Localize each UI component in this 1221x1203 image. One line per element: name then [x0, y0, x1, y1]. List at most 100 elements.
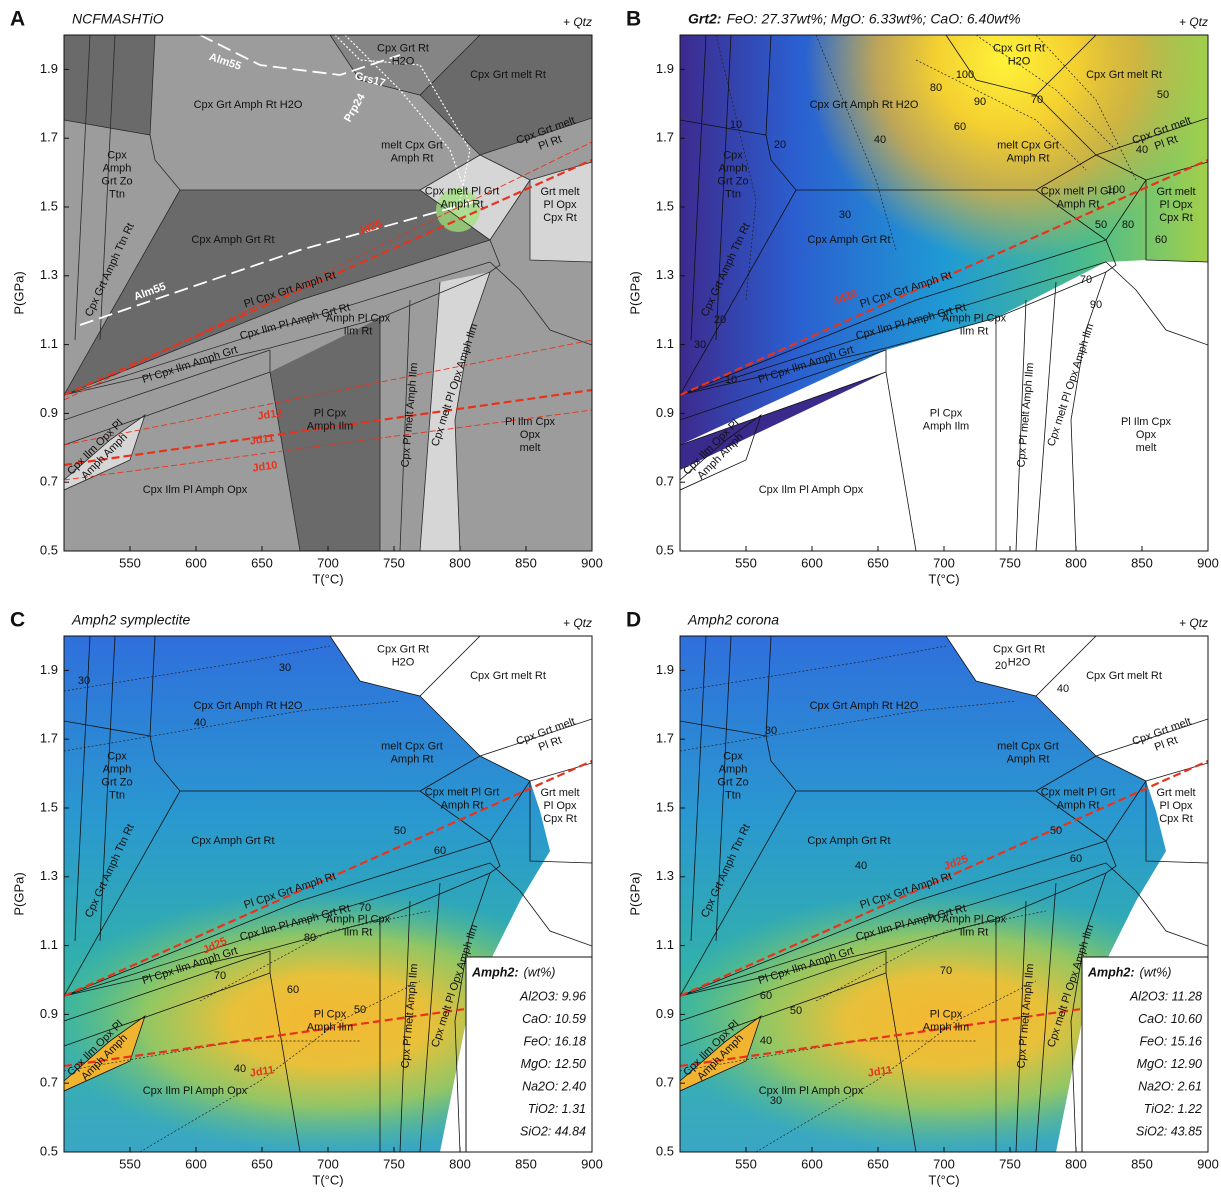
contour-label: 50 [1157, 89, 1169, 101]
x-tick-label: 700 [317, 555, 339, 570]
y-tick-label: 1.1 [40, 937, 58, 952]
y-tick-label: 1.1 [656, 336, 674, 351]
field-label: Grt melt [1156, 186, 1195, 198]
field-fill [64, 190, 490, 395]
phase-boundary [419, 882, 441, 1152]
field-label: Cpx Grt Amph Rt H2O [194, 99, 303, 111]
colormap [680, 372, 886, 470]
field-label: Cpx Grt Rt [377, 42, 429, 54]
field-fill [64, 35, 155, 135]
field-label: Amph Rt [1007, 753, 1050, 765]
phase-boundary [680, 119, 797, 191]
isopleth-line [64, 759, 592, 998]
phase-boundary [1035, 281, 1057, 551]
field-label: Pl Opx [543, 199, 577, 211]
y-tick-label: 1.3 [40, 267, 58, 282]
isopleth-line [64, 158, 592, 397]
phase-boundary [1035, 94, 1097, 156]
field-label: Amph Ilm [307, 420, 353, 432]
field-label: Amph Pl Cpx [326, 312, 391, 324]
phase-boundary [479, 718, 592, 757]
field-label: Amph [719, 162, 748, 174]
legend-entry: Na2O: 2.40 [522, 1079, 586, 1093]
field-label: melt [520, 442, 541, 454]
contour-label: 40 [234, 1063, 246, 1075]
y-tick-label: 1.3 [656, 267, 674, 282]
contour-label: 70 [1031, 94, 1043, 106]
contour-label: 60 [760, 990, 772, 1002]
field-label: Cpx Ilm Pl Amph Opx [143, 1085, 248, 1097]
field-label: Cpx Ilm Pl Amph Opx [759, 1085, 864, 1097]
phase-boundary [1105, 840, 1117, 874]
field-fill [330, 35, 480, 95]
x-tick-label: 700 [933, 1156, 955, 1171]
x-tick-label: 700 [933, 555, 955, 570]
contour-label: 70 [214, 970, 226, 982]
contour-label: 50 [394, 825, 406, 837]
contour-label: 30 [770, 1095, 782, 1107]
phase-boundary [1070, 872, 1107, 1152]
phase-boundary [680, 413, 762, 491]
y-axis-label: P(GPa) [11, 872, 26, 915]
y-tick-label: 0.9 [40, 405, 58, 420]
field-label: Cpx [107, 750, 127, 762]
phase-boundary [64, 261, 491, 396]
field-label: Ilm Rt [960, 325, 989, 337]
field-label: melt [1136, 442, 1157, 454]
phase-boundary [269, 350, 301, 551]
field-label: Amph Pl Cpx [326, 913, 391, 925]
y-tick-label: 0.9 [656, 1006, 674, 1021]
isopleth-line [344, 35, 471, 206]
phase-boundary [419, 695, 481, 757]
x-tick-label: 900 [1197, 1156, 1219, 1171]
field-label: Pl Opx [1159, 199, 1193, 211]
phase-boundary [419, 154, 531, 241]
x-tick-label: 650 [251, 555, 273, 570]
phase-boundary [1035, 882, 1057, 1152]
phase-boundary [1035, 154, 1147, 241]
field-label: Grt Zo [717, 175, 748, 187]
y-tick-label: 0.9 [40, 1006, 58, 1021]
field-label: Cpx Amph Grt Rt [807, 835, 890, 847]
legend-entry: TiO2: 1.31 [528, 1102, 586, 1116]
phase-boundary [765, 35, 772, 136]
phase-boundary [399, 299, 411, 551]
field-label: Cpx Amph Grt Rt [191, 234, 274, 246]
field-label: Cpx Pl melt Amph Ilm [1015, 362, 1036, 468]
contour-label: 30 [765, 725, 777, 737]
x-tick-label: 800 [1065, 555, 1087, 570]
phase-boundary [690, 35, 707, 341]
colormap [680, 1016, 761, 1091]
field-fill [420, 35, 592, 155]
y-tick-label: 0.7 [656, 474, 674, 489]
contour-label: 30 [78, 675, 90, 687]
phase-boundary [680, 261, 1107, 396]
field-label: Cpx melt Pl Opx Amph Ilm [1045, 322, 1096, 448]
phase-boundary [715, 35, 732, 341]
field-label: Ttn [725, 789, 741, 801]
x-tick-label: 850 [1131, 555, 1153, 570]
phase-boundary [680, 840, 1107, 997]
y-tick-label: 0.5 [656, 542, 674, 557]
y-axis-label: P(GPa) [11, 271, 26, 314]
field-label: Cpx Rt [543, 813, 577, 825]
field-label: Grt Zo [101, 175, 132, 187]
isopleth-label: Jd11 [249, 1064, 275, 1079]
x-axis-label: T(°C) [928, 571, 959, 586]
contour-label: 40 [855, 860, 867, 872]
field-label: Cpx [723, 149, 743, 161]
contour-label: 90 [1090, 299, 1102, 311]
colormap [680, 636, 1166, 1152]
contour-label: 30 [279, 662, 291, 674]
y-tick-label: 1.7 [40, 130, 58, 145]
phase-boundary [1095, 718, 1208, 757]
contour-label: 30 [694, 339, 706, 351]
panel-title: FeO: 27.37wt%; MgO: 6.33wt%; CaO: 6.40wt… [726, 11, 1020, 27]
phase-boundary [329, 636, 481, 697]
y-axis-label: P(GPa) [627, 872, 642, 915]
field-label: Opx [520, 429, 541, 441]
y-tick-label: 0.5 [40, 542, 58, 557]
phase-boundary [1015, 299, 1027, 551]
